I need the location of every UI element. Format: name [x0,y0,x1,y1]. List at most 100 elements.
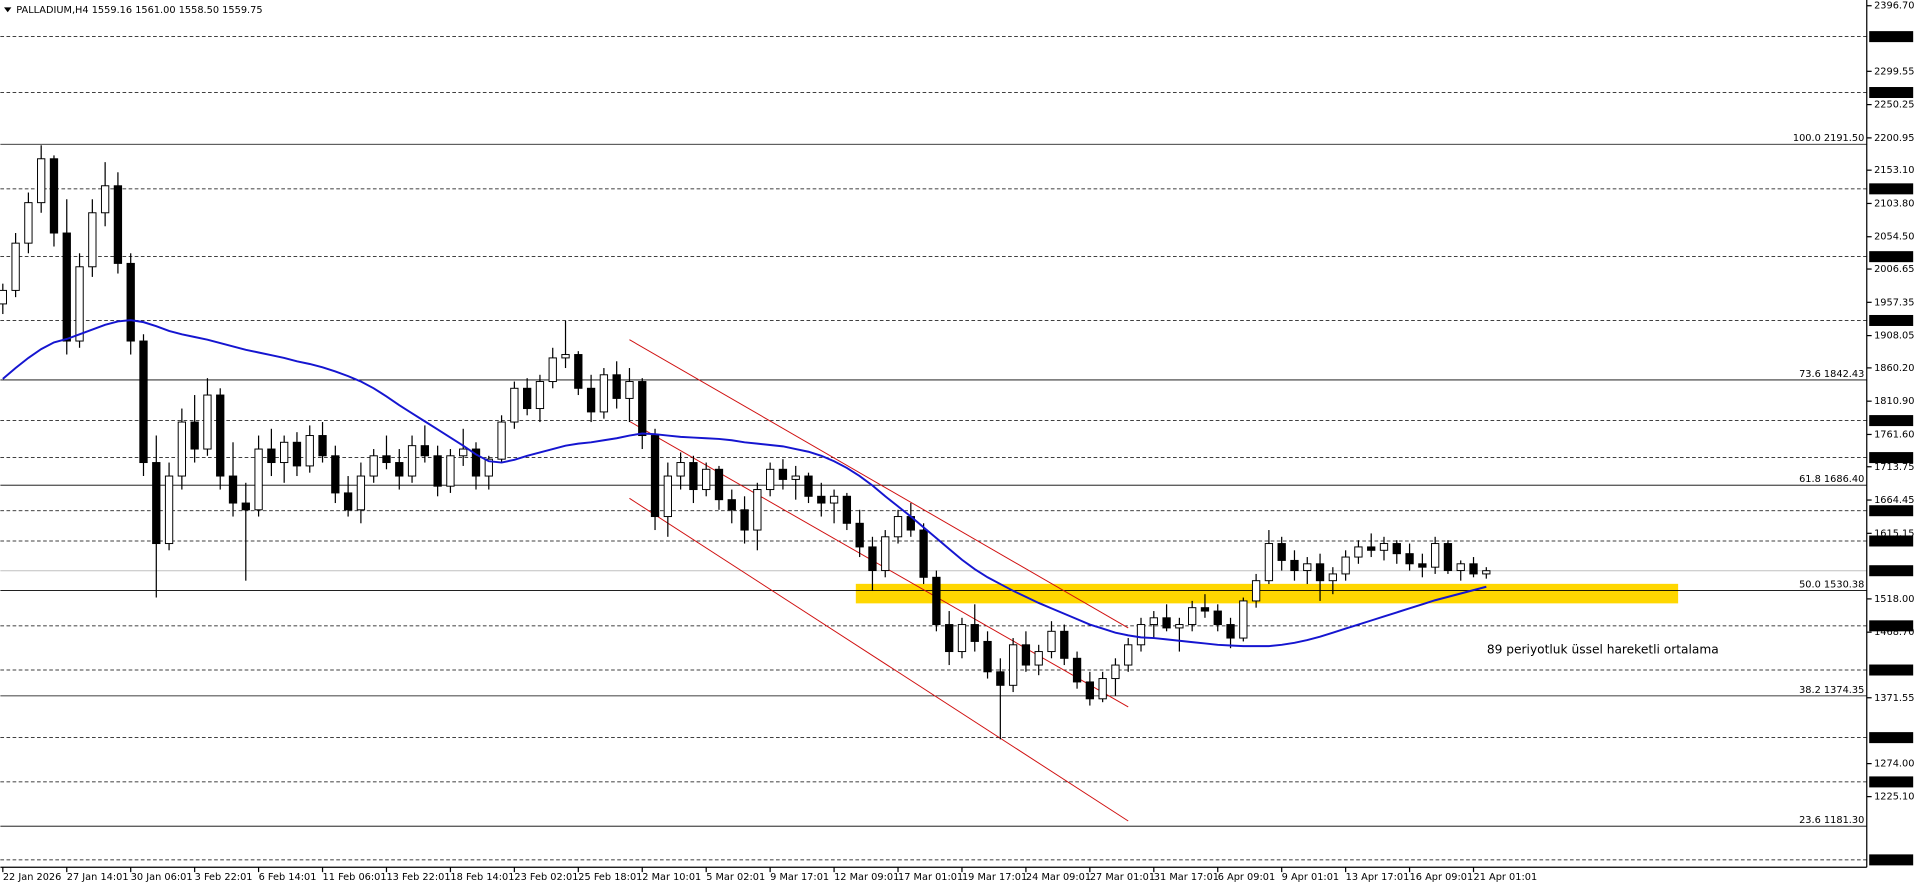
candle-body [1188,607,1197,626]
x-tick-label: 30 Jan 06:01 [131,872,193,883]
candle-body [100,185,110,214]
annotation: 89 periyotluk üssel hareketli ortalama [1487,642,1719,656]
zone-layer [855,583,1679,604]
level-label-box [1869,854,1914,866]
candle-body [1367,546,1376,551]
level-label-box [1869,664,1914,676]
candle-body [983,640,992,673]
candle-body [1277,543,1286,561]
y-tick-label: 1908.05 [1874,331,1914,342]
candle-body [791,475,800,480]
y-tick-label: 2200.95 [1874,133,1914,144]
candle-body [343,492,353,511]
candle-body [727,499,736,511]
candle-body [586,387,596,413]
x-tick-label: 18 Feb 14:01 [450,872,514,883]
x-tick-label: 9 Apr 01:01 [1282,872,1339,883]
x-tick-label: 16 Apr 09:01 [1410,872,1474,883]
y-tick-label: 1664.45 [1874,495,1914,506]
candle-body [855,522,864,548]
y-tick-label: 2250.25 [1874,100,1914,111]
candle-body [497,421,506,460]
y-tick-label: 1468.70 [1874,627,1914,638]
fib-label: 100.0 2191.50 [1793,133,1864,144]
candle-body [369,455,378,477]
candle-body [881,536,890,572]
candle-body [676,462,685,477]
candle-body [113,185,123,264]
current-price-label: 1559.75 [1873,566,1913,577]
y-tick-label: 2396.70 [1874,1,1914,12]
x-tick-label: 24 Mar 09:01 [1026,872,1091,883]
x-tick-label: 3 Feb 22:01 [195,872,253,883]
level-label: 1246.90 [1873,777,1913,788]
candle-body [1034,651,1043,666]
candle-body [804,475,813,497]
y-tick-label: 1274.00 [1874,759,1914,770]
candle-body [152,462,161,545]
level-label: 1131.40 [1873,855,1913,866]
x-tick-label: 31 Mar 17:01 [1154,872,1219,883]
fib-label: 61.8 1686.40 [1799,474,1864,485]
candle-body [241,502,250,511]
level-label-box [1869,314,1914,326]
candle-body [75,266,84,342]
candle-body [689,462,698,491]
level-label-box [1869,183,1914,195]
fib-label: 38.2 1374.35 [1799,685,1864,696]
candle-body [1021,644,1031,666]
x-tick-label: 19 Mar 17:01 [962,872,1027,883]
candle-body [1328,573,1337,582]
level-label-box [1869,31,1914,43]
y-tick-label: 2006.65 [1874,264,1914,275]
ema-line [2,319,1487,648]
candle-body [1290,559,1299,572]
candle-body [1072,657,1082,683]
candle-body [650,435,660,518]
level-label-box [1869,415,1914,427]
candle-body [1085,681,1095,700]
level-label: 1648.65 [1873,506,1913,517]
menu-triangle[interactable] [4,7,12,13]
level-label: 2125.45 [1873,184,1913,195]
candle-body [1200,607,1210,612]
candle-body [919,529,928,578]
candle-body [1251,580,1261,602]
y-tick-label: 1860.20 [1874,363,1914,374]
x-tick-label: 6 Apr 09:01 [1218,872,1275,883]
candle-body [1469,563,1478,575]
fib-label: 73.6 1842.43 [1799,369,1864,380]
candle-body [1175,624,1184,629]
candle-body [190,421,199,450]
candle-body [932,576,941,626]
level-label: 1782.15 [1873,416,1913,427]
x-tick-label: 13 Feb 22:01 [386,872,450,883]
candle-body [1418,563,1427,568]
candle-body [1379,543,1389,551]
candle-body [548,357,557,383]
y-tick-label: 2103.80 [1874,198,1914,209]
candle-body [1315,563,1325,582]
candle-body [1264,543,1274,582]
lines-layer [0,36,1867,861]
candle-body [868,546,877,572]
y-tick-label: 1615.15 [1874,528,1914,539]
candle-body [0,289,7,305]
candle-body [1430,543,1440,568]
candle-body [1111,664,1120,680]
candle-body [574,354,583,389]
candle-body [395,462,404,477]
candle-body [1226,624,1235,639]
candle-body [561,354,570,359]
candle-body [356,475,366,511]
candle-body [292,441,302,467]
candle-body [49,158,59,234]
candle-body [740,509,749,531]
level-label-box [1869,251,1914,263]
x-tick-label: 9 Mar 17:01 [770,872,829,883]
fib-label: 23.6 1181.30 [1799,815,1864,826]
x-tick-label: 17 Mar 01:01 [898,872,963,883]
y-tick-label: 1957.35 [1874,297,1914,308]
level-label-box [1869,87,1914,99]
